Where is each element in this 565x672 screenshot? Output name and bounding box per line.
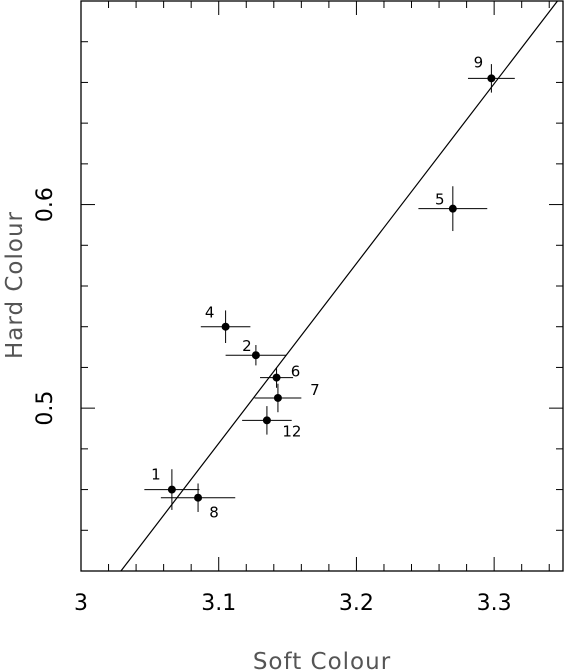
x-axis-title: Soft Colour	[253, 649, 391, 672]
y-axis-title: Hard Colour	[2, 211, 28, 359]
x-tick-label: 3.3	[477, 591, 512, 616]
x-tick-label: 3.1	[201, 591, 236, 616]
point-marker	[273, 393, 282, 402]
data-point-4: 4	[200, 304, 251, 343]
point-marker	[167, 485, 176, 494]
data-point-7: 7	[254, 381, 320, 413]
y-tick-label: 0.5	[33, 391, 58, 426]
x-tick-label: 3.2	[339, 591, 374, 616]
x-tick-label: 3	[74, 591, 88, 616]
data-point-1: 1	[144, 466, 200, 510]
point-marker	[194, 493, 203, 502]
point-marker	[262, 416, 271, 425]
data-point-8: 8	[160, 483, 236, 522]
point-marker	[487, 74, 496, 83]
point-marker	[251, 351, 260, 360]
data-point-12: 12	[242, 406, 301, 440]
point-label: 5	[435, 191, 445, 209]
fit-line-group	[120, 0, 558, 572]
axis-ticks	[80, 0, 563, 572]
point-label: 2	[242, 337, 252, 355]
data-points: 1 8 4 2 67 12 5 9	[144, 53, 515, 522]
data-point-9: 9	[467, 53, 515, 93]
point-label: 4	[205, 304, 215, 322]
point-label: 12	[282, 422, 301, 440]
plot-border	[80, 0, 564, 572]
point-label: 9	[474, 53, 484, 71]
data-point-5: 5	[418, 186, 488, 232]
axis-tick-labels: 3 3.1 3.2 3.3 0.5 0.6	[33, 187, 512, 616]
y-tick-label: 0.6	[33, 187, 58, 222]
point-marker	[221, 322, 230, 331]
point-label: 8	[209, 504, 219, 522]
point-label: 1	[151, 466, 161, 484]
point-marker	[448, 204, 457, 213]
point-label: 6	[291, 363, 301, 381]
data-point-2: 2	[225, 337, 287, 366]
plot-frame	[80, 0, 564, 572]
fit-line	[120, 0, 558, 572]
point-label: 7	[310, 381, 320, 399]
data-point-6: 6	[260, 363, 300, 388]
point-marker	[272, 373, 281, 382]
